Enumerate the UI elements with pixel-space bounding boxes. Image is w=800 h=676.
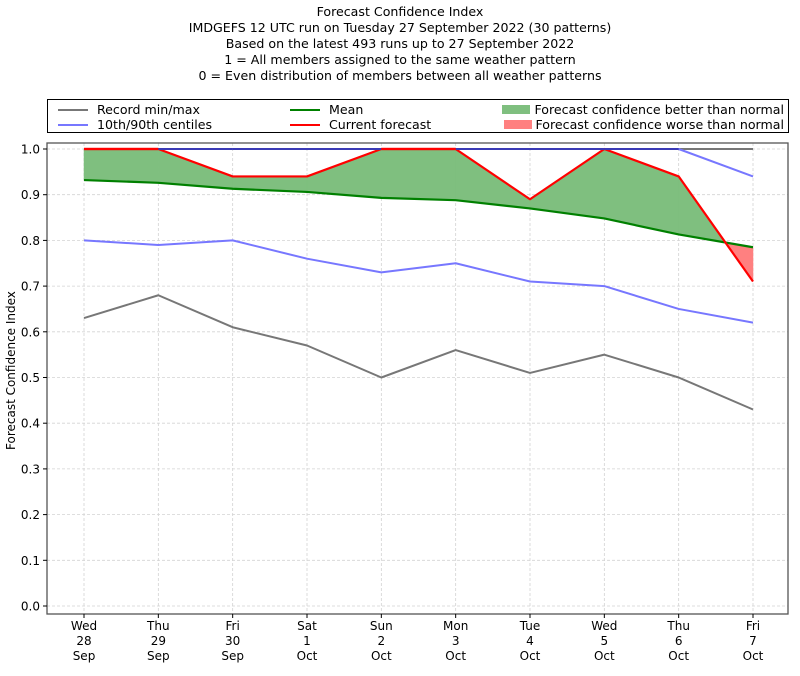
x-tick-label: Sep bbox=[73, 649, 96, 663]
x-tick-label: Oct bbox=[445, 649, 466, 663]
fill-better-than-normal bbox=[381, 149, 455, 200]
fill-better-than-normal bbox=[456, 149, 530, 208]
x-tick-label: 4 bbox=[526, 634, 534, 648]
x-tick-label: Sep bbox=[221, 649, 244, 663]
x-tick-label: Oct bbox=[668, 649, 689, 663]
x-tick-label: Oct bbox=[743, 649, 764, 663]
x-tick-label: 1 bbox=[303, 634, 311, 648]
x-tick-label: 3 bbox=[452, 634, 460, 648]
x-tick-label: 2 bbox=[378, 634, 386, 648]
y-axis: 0.0 0.1 0.2 0.3 0.4 0.5 0.6 0.7 0.8 0.9 1.0 bbox=[21, 143, 47, 614]
line-record-min bbox=[84, 295, 753, 409]
x-tick-label: 6 bbox=[675, 634, 683, 648]
y-tick-label: 0.3 bbox=[21, 462, 40, 476]
x-tick-label: Mon bbox=[443, 619, 468, 633]
x-tick-label: Wed bbox=[71, 619, 97, 633]
x-tick-label: Sun bbox=[370, 619, 393, 633]
x-tick-label: Sep bbox=[147, 649, 170, 663]
line-10th-centile bbox=[84, 240, 753, 322]
x-tick-label: Thu bbox=[666, 619, 690, 633]
x-tick-label: Oct bbox=[520, 649, 541, 663]
x-tick-label: Thu bbox=[146, 619, 170, 633]
x-tick-label: Oct bbox=[594, 649, 615, 663]
y-tick-label: 0.4 bbox=[21, 417, 40, 431]
y-tick-label: 0.1 bbox=[21, 554, 40, 568]
x-tick-label: 5 bbox=[601, 634, 609, 648]
x-tick-label: Tue bbox=[519, 619, 541, 633]
x-tick-label: 7 bbox=[749, 634, 757, 648]
fill-better-than-normal bbox=[530, 149, 604, 218]
y-tick-label: 0.9 bbox=[21, 188, 40, 202]
x-tick-label: Fri bbox=[746, 619, 760, 633]
y-tick-label: 0.2 bbox=[21, 508, 40, 522]
y-tick-label: 0.8 bbox=[21, 234, 40, 248]
x-axis: Wed28SepThu29SepFri30SepSat1OctSun2OctMo… bbox=[71, 614, 764, 663]
x-tick-label: Oct bbox=[371, 649, 392, 663]
y-tick-label: 0.0 bbox=[21, 600, 40, 614]
fill-better-than-normal bbox=[84, 149, 158, 183]
x-tick-label: 30 bbox=[225, 634, 240, 648]
x-tick-label: Sat bbox=[297, 619, 317, 633]
x-tick-label: Oct bbox=[297, 649, 318, 663]
x-tick-label: Fri bbox=[226, 619, 240, 633]
y-tick-label: 0.7 bbox=[21, 280, 40, 294]
x-tick-label: 29 bbox=[151, 634, 166, 648]
confidence-fills bbox=[84, 149, 753, 282]
y-tick-label: 0.5 bbox=[21, 371, 40, 385]
y-tick-label: 0.6 bbox=[21, 325, 40, 339]
x-tick-label: 28 bbox=[76, 634, 91, 648]
y-tick-label: 1.0 bbox=[21, 143, 40, 157]
x-tick-label: Wed bbox=[591, 619, 617, 633]
